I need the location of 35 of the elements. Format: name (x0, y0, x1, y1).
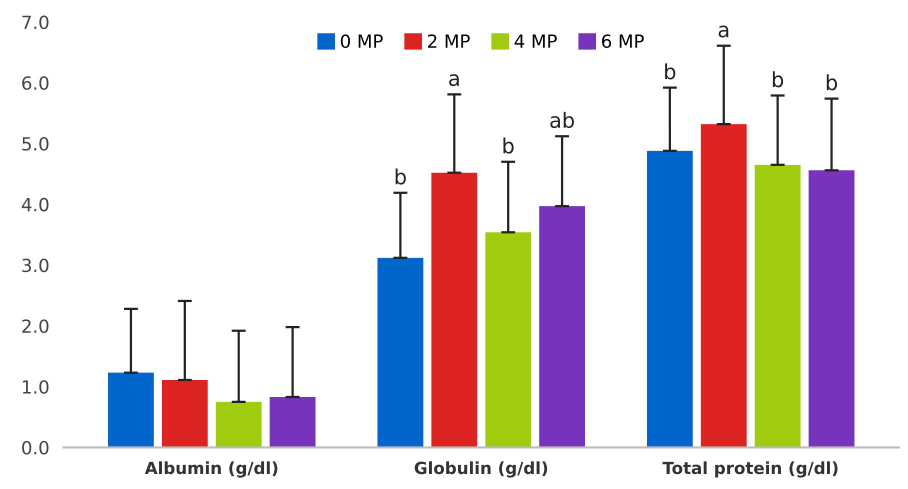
y-tick-label: 0.0 (22, 440, 48, 455)
bar (108, 372, 154, 448)
y-tick-label: 3.0 (22, 258, 48, 272)
y-tick-label: 4.0 (22, 198, 48, 212)
bar (270, 396, 316, 448)
legend-label: 6 MP (602, 34, 644, 48)
annotation: b (826, 74, 838, 90)
bar (700, 124, 747, 448)
x-tick-label: Albumin (g/dl) (144, 461, 278, 478)
annotation: a (449, 74, 459, 86)
bar (539, 206, 585, 448)
bar (162, 380, 208, 448)
bar (377, 258, 424, 448)
annotation: b (665, 63, 676, 80)
annotation: b (772, 71, 784, 88)
bar (646, 150, 693, 448)
y-tick-label: 1.0 (22, 380, 48, 394)
legend-label: 4 MP (514, 34, 557, 48)
legend-label: 2 MP (428, 34, 470, 48)
x-tick-label: Total protein (g/dl) (662, 461, 838, 478)
y-tick-label: 2.0 (22, 319, 48, 333)
y-tick-label: 7.0 (22, 15, 48, 30)
bar (216, 402, 262, 448)
annotation: a (718, 26, 728, 38)
bar (808, 170, 854, 448)
x-tick-label: Globulin (g/dl) (414, 461, 548, 478)
bar (431, 172, 478, 448)
bar (485, 232, 532, 448)
annotation: b (396, 168, 406, 185)
legend-label: 0 MP (340, 34, 383, 48)
y-tick-label: 6.0 (22, 76, 48, 90)
annotation: b (503, 137, 514, 154)
annotation: ab (550, 112, 574, 128)
bar (754, 164, 801, 448)
y-tick-label: 5.0 (22, 137, 48, 151)
